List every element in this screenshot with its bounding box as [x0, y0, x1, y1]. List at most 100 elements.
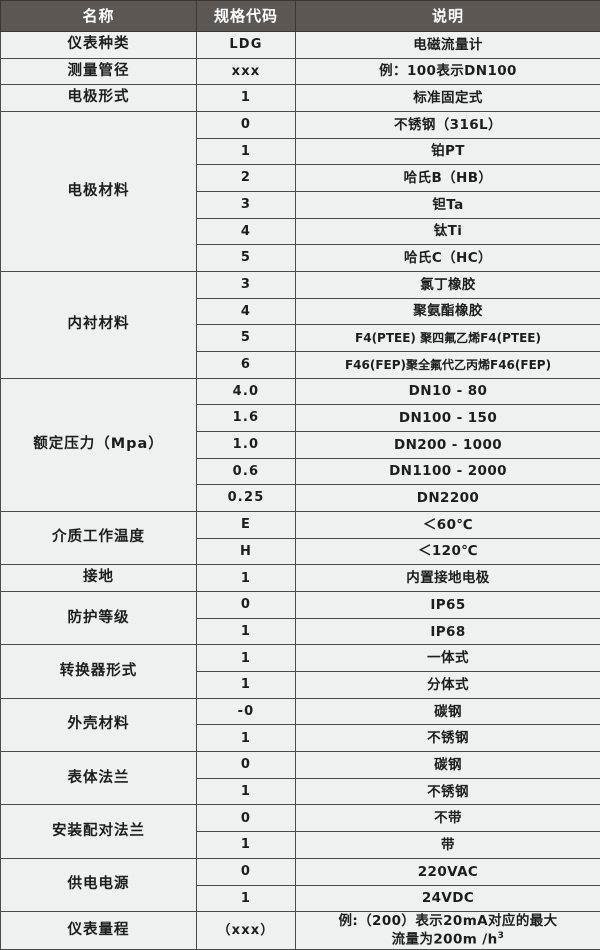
spec-code-cell: 1: [197, 565, 296, 592]
description-cell: 哈氏C（HC）: [296, 245, 600, 272]
table-row: 仪表量程（xxx）例:（200）表示20mA对应的最大流量为200m /h3: [1, 912, 600, 950]
spec-code-cell: 1: [197, 85, 296, 112]
spec-code-cell: 5: [197, 245, 296, 272]
spec-code-cell: 3: [197, 192, 296, 219]
description-cell: 标准固定式: [296, 85, 600, 112]
description-cell: 例:（200）表示20mA对应的最大流量为200m /h3: [296, 912, 600, 950]
row-group-name: 介质工作温度: [1, 512, 197, 565]
description-cell: ＜120℃: [296, 538, 600, 565]
row-group-name: 测量管径: [1, 58, 197, 85]
spec-code-cell: 1: [197, 832, 296, 859]
row-group-name: 表体法兰: [1, 752, 197, 805]
spec-code-cell: LDG: [197, 32, 296, 59]
spec-code-cell: 1: [197, 672, 296, 699]
spec-code-cell: 1.6: [197, 405, 296, 432]
row-group-name: 供电电源: [1, 858, 197, 911]
description-cell: 氯丁橡胶: [296, 272, 600, 299]
description-cell: DN2200: [296, 485, 600, 512]
spec-code-cell: -0: [197, 698, 296, 725]
row-group-name: 转换器形式: [1, 645, 197, 698]
description-cell: 不锈钢: [296, 725, 600, 752]
column-header-code: 规格代码: [197, 1, 296, 32]
description-cell: 带: [296, 832, 600, 859]
spec-code-cell: 0.25: [197, 485, 296, 512]
description-cell: 分体式: [296, 672, 600, 699]
description-cell: 不锈钢: [296, 778, 600, 805]
column-header-description: 说明: [296, 1, 600, 32]
description-line-2-text: 流量为200m /h: [392, 932, 498, 948]
description-cell: 内置接地电极: [296, 565, 600, 592]
spec-code-cell: 0: [197, 805, 296, 832]
spec-code-cell: 3: [197, 272, 296, 299]
description-cell: IP68: [296, 618, 600, 645]
row-group-name: 防护等级: [1, 592, 197, 645]
description-cell: ＜60℃: [296, 512, 600, 539]
table-header: 名称 规格代码 说明: [1, 1, 600, 32]
spec-code-cell: 1: [197, 138, 296, 165]
spec-code-cell: 0: [197, 592, 296, 619]
row-group-name: 外壳材料: [1, 698, 197, 751]
description-cell: 例：100表示DN100: [296, 58, 600, 85]
spec-code-cell: 4: [197, 218, 296, 245]
description-cell: 不锈钢（316L）: [296, 112, 600, 139]
spec-code-cell: H: [197, 538, 296, 565]
row-group-name: 额定压力（Mpa）: [1, 378, 197, 511]
description-cell: 碳钢: [296, 752, 600, 779]
row-group-name: 安装配对法兰: [1, 805, 197, 858]
description-cell: 钛Ti: [296, 218, 600, 245]
row-group-name: 仪表量程: [1, 912, 197, 950]
description-cell: 聚氨酯橡胶: [296, 298, 600, 325]
header-row: 名称 规格代码 说明: [1, 1, 600, 32]
description-cell: 钽Ta: [296, 192, 600, 219]
description-cell: 哈氏B（HB）: [296, 165, 600, 192]
spec-code-cell: 4.0: [197, 378, 296, 405]
description-cell: DN1100 - 2000: [296, 458, 600, 485]
description-line-2: 流量为200m /h3: [298, 930, 598, 949]
row-group-name: 电极材料: [1, 112, 197, 272]
spec-code-cell: E: [197, 512, 296, 539]
description-cell: F46(FEP)聚全氟代乙丙烯F46(FEP): [296, 352, 600, 379]
spec-code-cell: 1: [197, 618, 296, 645]
spec-code-cell: 0: [197, 752, 296, 779]
row-group-name: 仪表种类: [1, 32, 197, 59]
spec-code-cell: 6: [197, 352, 296, 379]
spec-code-cell: 4: [197, 298, 296, 325]
spec-code-cell: 0: [197, 112, 296, 139]
description-cell: DN100 - 150: [296, 405, 600, 432]
description-cell: IP65: [296, 592, 600, 619]
description-cell: DN200 - 1000: [296, 432, 600, 459]
row-group-name: 接地: [1, 565, 197, 592]
description-line-1: 例:（200）表示20mA对应的最大: [298, 912, 598, 930]
spec-code-cell: 1.0: [197, 432, 296, 459]
spec-code-cell: 5: [197, 325, 296, 352]
spec-code-cell: 0: [197, 858, 296, 885]
spec-code-cell: 1: [197, 645, 296, 672]
description-cell: 不带: [296, 805, 600, 832]
description-superscript: 3: [498, 931, 505, 941]
description-cell: 一体式: [296, 645, 600, 672]
description-cell: 24VDC: [296, 885, 600, 912]
description-cell: 铂PT: [296, 138, 600, 165]
description-cell: 电磁流量计: [296, 32, 600, 59]
spec-code-cell: 1: [197, 885, 296, 912]
spec-code-cell: xxx: [197, 58, 296, 85]
spec-code-cell: （xxx）: [197, 912, 296, 950]
spec-code-cell: 1: [197, 725, 296, 752]
spec-code-cell: 2: [197, 165, 296, 192]
description-cell: F4(PTEE) 聚四氟乙烯F4(PTEE): [296, 325, 600, 352]
spec-code-cell: 0.6: [197, 458, 296, 485]
description-cell: 碳钢: [296, 698, 600, 725]
